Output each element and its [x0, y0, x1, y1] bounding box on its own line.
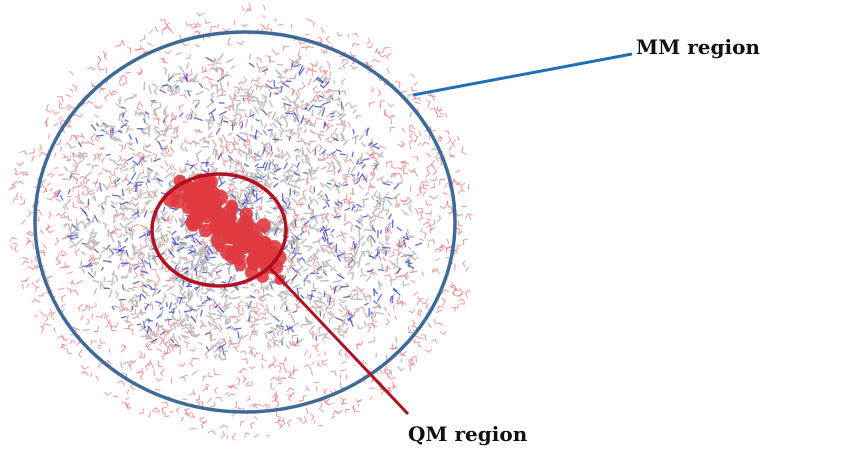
mm-region-label: MM region [636, 35, 760, 59]
mm-leader-line [412, 52, 633, 97]
qm-leader-line [266, 264, 410, 416]
qm-region-label: QM region [408, 422, 528, 446]
qm-core-atoms [162, 173, 287, 286]
protein-structure [55, 53, 423, 361]
mm-region-boundary [33, 30, 457, 414]
qm-region-boundary [150, 172, 288, 288]
